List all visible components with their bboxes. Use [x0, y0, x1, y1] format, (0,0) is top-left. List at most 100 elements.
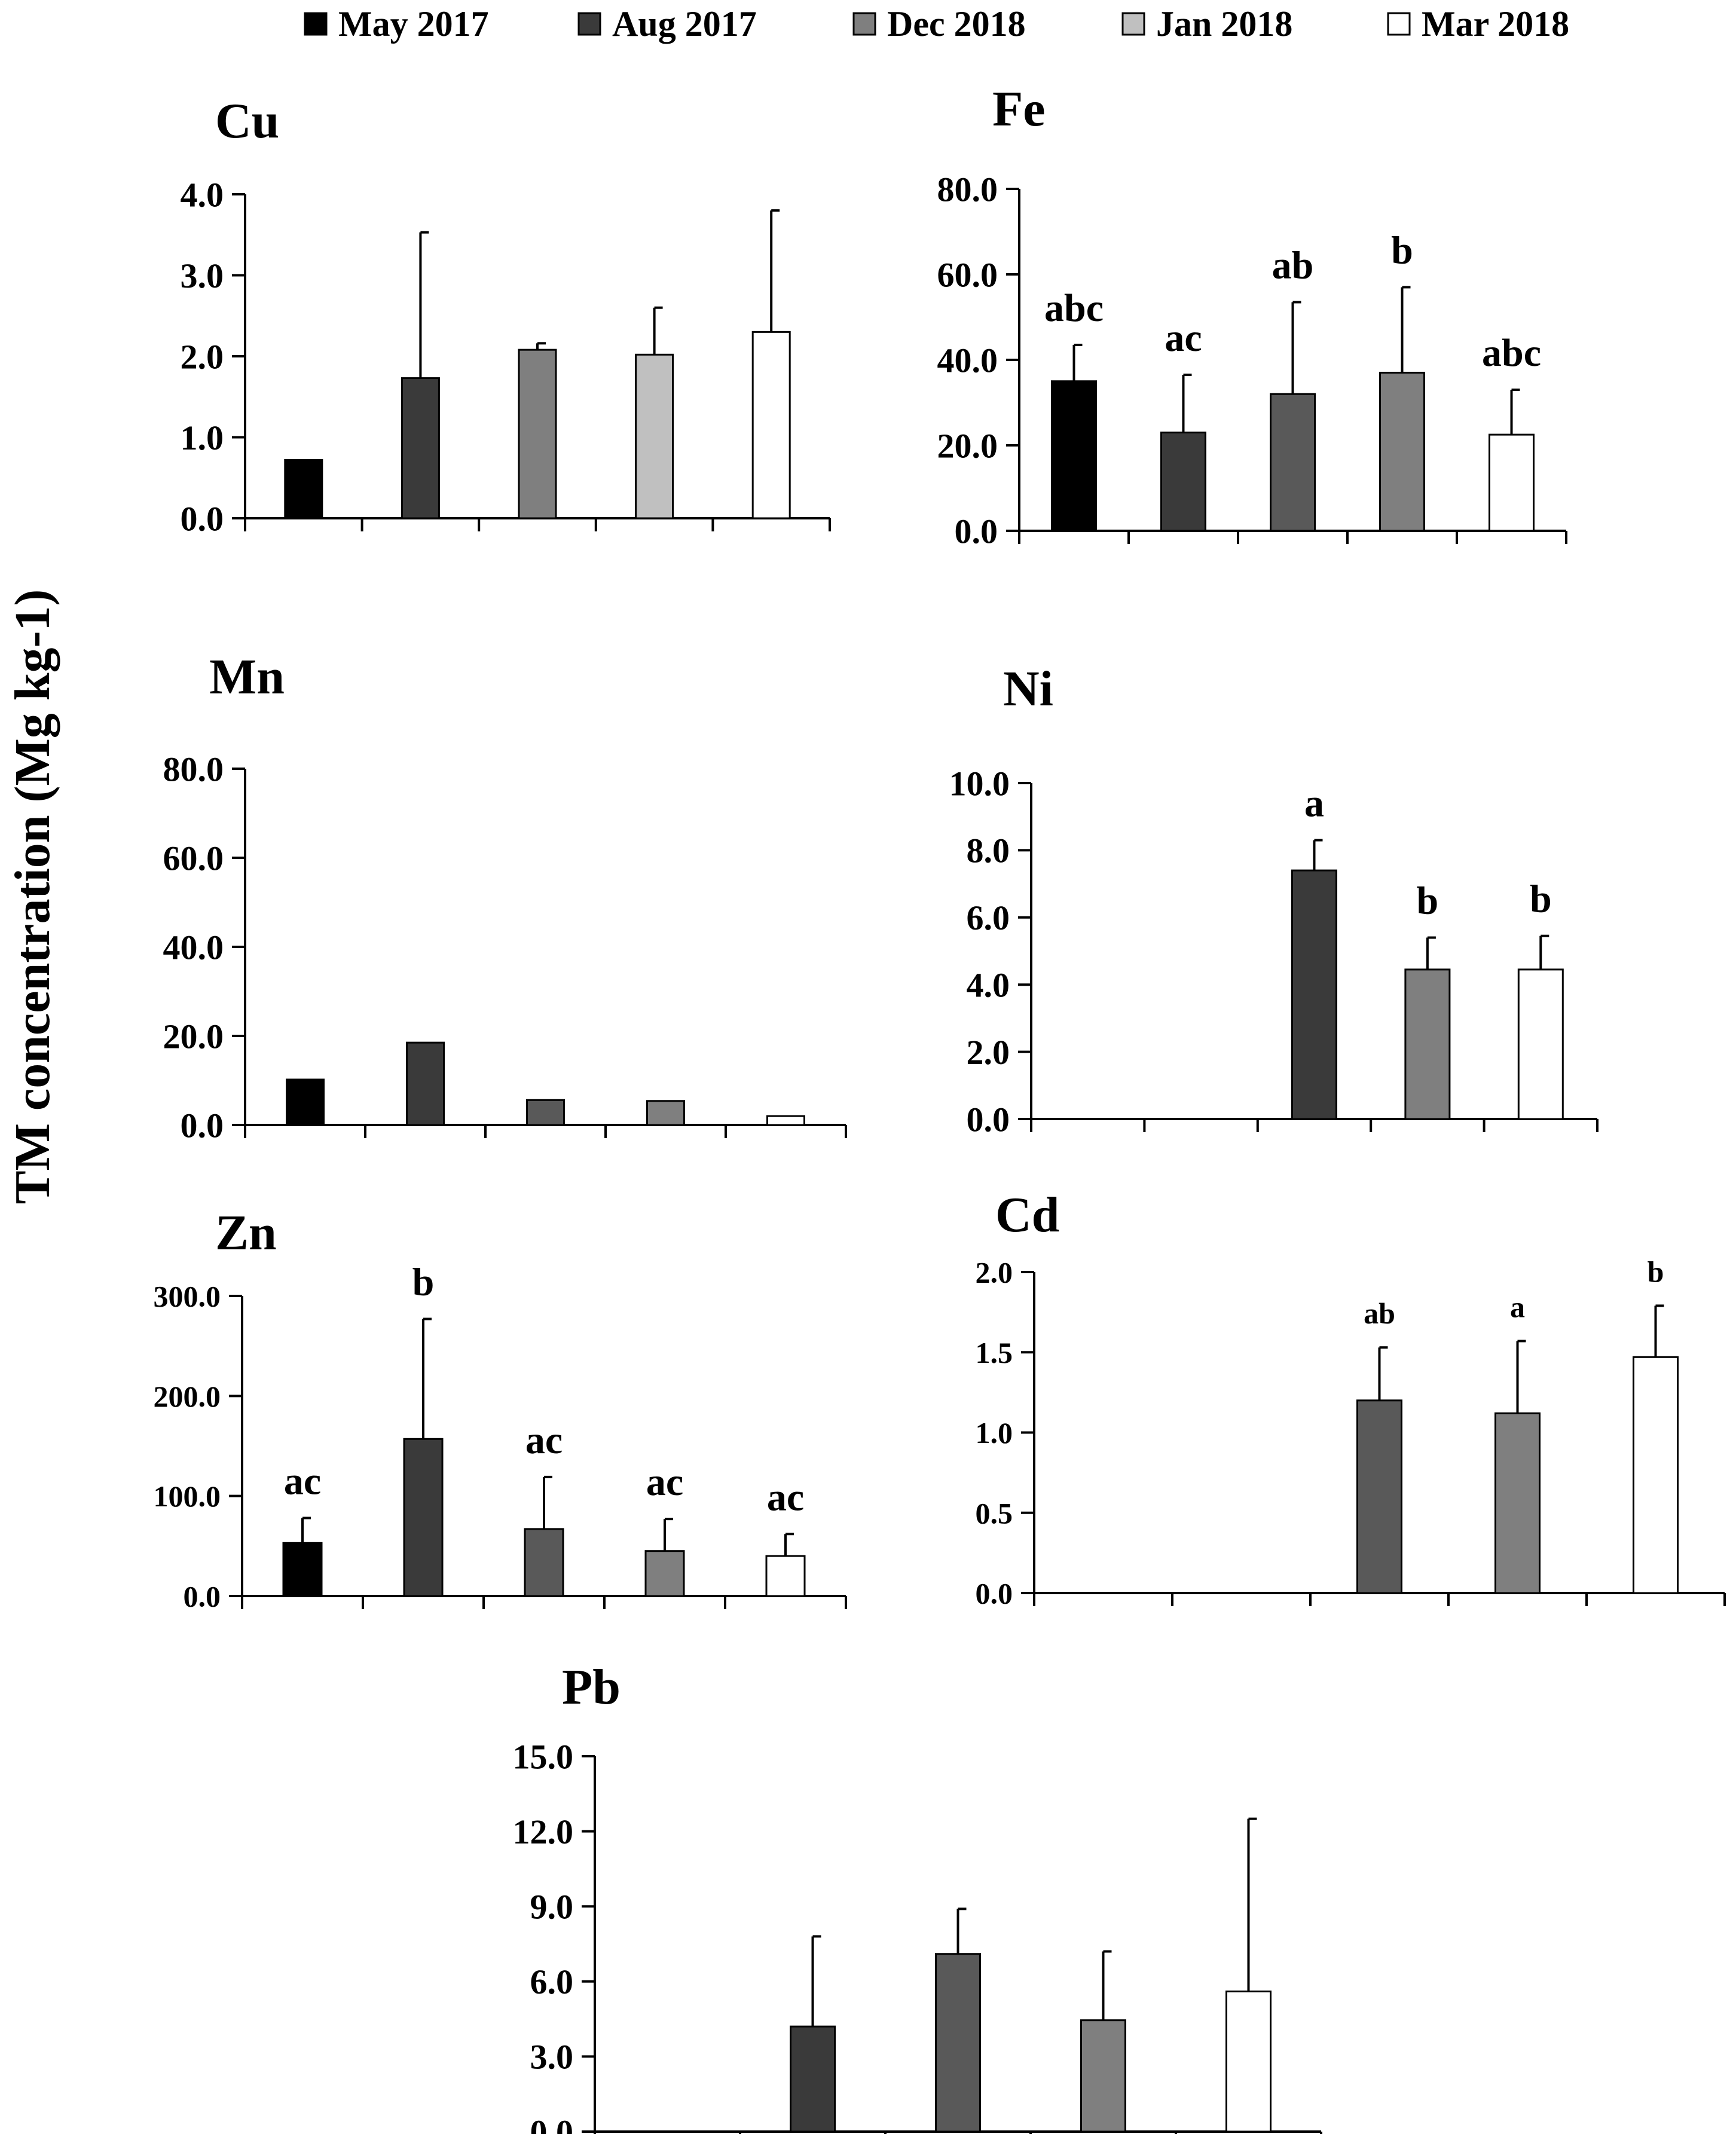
bar [401, 377, 440, 519]
chart-title: Cd [995, 1187, 1059, 1243]
significance-label: ab [1272, 243, 1314, 287]
y-tick-label: 15.0 [513, 1737, 574, 1776]
y-tick-label: 12.0 [513, 1812, 574, 1851]
y-tick-label: 100.0 [154, 1479, 221, 1513]
bar [284, 458, 323, 519]
y-tick-label: 20.0 [937, 426, 998, 465]
significance-label: b [412, 1260, 435, 1304]
bar [1080, 2019, 1126, 2133]
legend-entry: Aug 2017 [577, 4, 757, 44]
y-tick-label: 0.0 [184, 1580, 221, 1613]
significance-label: ac [646, 1460, 683, 1504]
bar [1291, 869, 1337, 1120]
y-tick-label: 60.0 [937, 255, 998, 294]
significance-label: abc [1044, 286, 1104, 330]
significance-label: b [1417, 879, 1439, 923]
chart-panels: Cu0.01.02.03.04.0Fe0.020.040.060.080.0ab… [154, 81, 1726, 2134]
bar [406, 1041, 445, 1126]
bar [1270, 393, 1316, 532]
legend-swatch [577, 12, 601, 36]
significance-label: ac [284, 1459, 321, 1503]
legend-entry: Mar 2018 [1387, 4, 1569, 44]
chart-ni: Ni 0.0 2.0 4.0 6.0 8.0 10.0 a b b [949, 661, 1599, 1139]
bar [518, 348, 557, 519]
bar [1517, 968, 1564, 1120]
y-tick-label: 3.0 [530, 2038, 574, 2077]
legend-swatch [1121, 12, 1145, 36]
chart-fe: Fe 0.0 20.0 40.0 60.0 80.0 abc ac ab b abc [937, 81, 1567, 551]
chart-title: Pb [562, 1659, 621, 1715]
y-tick-label: 40.0 [937, 341, 998, 380]
bar [765, 1555, 806, 1597]
chart-pb: Pb 0.0 3.0 6.0 9.0 12.0 15.0 [513, 1659, 1322, 2134]
significance-label: ac [767, 1475, 804, 1519]
significance-label: b [1391, 228, 1413, 272]
legend-label: Dec 2018 [887, 4, 1026, 44]
significance-label: a [1304, 782, 1324, 826]
y-tick-label: 300.0 [154, 1280, 221, 1313]
bar [1051, 380, 1097, 532]
y-tick-label: 6.0 [967, 898, 1010, 937]
chart-cu: Cu 0.0 1.0 2.0 3.0 4.0 [181, 93, 831, 538]
legend-swatch [852, 12, 876, 36]
bar [751, 331, 791, 519]
legend-label: May 2017 [338, 4, 489, 44]
significance-label: ac [1165, 316, 1202, 360]
legend-label: Jan 2018 [1156, 4, 1292, 44]
bar [526, 1099, 565, 1126]
y-tick-label: 9.0 [530, 1888, 574, 1927]
y-tick-label: 0.0 [181, 499, 224, 538]
y-tick-label: 0.0 [181, 1106, 224, 1145]
chart-title: Mn [209, 649, 285, 705]
y-tick-label: 20.0 [163, 1017, 224, 1056]
y-tick-label: 0.0 [955, 512, 998, 551]
bar [1404, 968, 1451, 1120]
bar [286, 1078, 325, 1126]
y-tick-label: 4.0 [967, 966, 1010, 1005]
bar [524, 1528, 564, 1597]
y-tick-label: 6.0 [530, 1962, 574, 2001]
chart-title: Ni [1003, 661, 1053, 717]
bar [1379, 371, 1425, 532]
legend-entry: May 2017 [304, 4, 489, 44]
y-tick-label: 4.0 [181, 175, 224, 214]
y-tick-label: 40.0 [163, 928, 224, 967]
y-tick-label: 2.0 [181, 337, 224, 376]
legend-swatch [304, 12, 328, 36]
y-tick-label: 1.5 [976, 1336, 1013, 1369]
bar [644, 1550, 685, 1597]
bar [646, 1100, 685, 1126]
bar [790, 2025, 836, 2133]
legend-entry: Dec 2018 [852, 4, 1026, 44]
legend-label: Mar 2018 [1422, 4, 1569, 44]
bar [635, 353, 674, 519]
chart-cd: Cd0.00.51.01.52.0ab ab [976, 1187, 1726, 1610]
legend-label: Aug 2017 [612, 4, 757, 44]
significance-label: b [1648, 1255, 1664, 1288]
y-tick-label: 0.5 [976, 1496, 1013, 1530]
significance-label: abc [1482, 331, 1541, 375]
y-tick-label: 1.0 [181, 418, 224, 457]
bar [1633, 1356, 1679, 1594]
bar [282, 1542, 323, 1597]
y-tick-label: 3.0 [181, 256, 224, 295]
legend-entry: Jan 2018 [1121, 4, 1292, 44]
y-tick-label: 0.0 [530, 2112, 574, 2134]
bar [1225, 1991, 1272, 2133]
chart-zn: Zn 0.0 100.0 200.0 300.0 ac b ac ac ac [154, 1205, 847, 1613]
significance-label: ac [525, 1418, 563, 1462]
bar [766, 1115, 805, 1126]
significance-label: ab [1364, 1297, 1395, 1330]
bar [1494, 1412, 1541, 1594]
chart-title: Cu [215, 93, 279, 149]
y-tick-label: 200.0 [154, 1380, 221, 1413]
bar [1489, 433, 1535, 532]
y-tick-label: 2.0 [976, 1256, 1013, 1289]
chart-title: Zn [215, 1205, 277, 1261]
significance-label: b [1530, 878, 1552, 921]
bar [1160, 432, 1206, 532]
y-axis-label: TM concentration (Mg kg-1) [5, 589, 60, 1204]
y-tick-label: 60.0 [163, 839, 224, 878]
y-tick-label: 80.0 [937, 170, 998, 209]
y-tick-label: 2.0 [967, 1033, 1010, 1072]
